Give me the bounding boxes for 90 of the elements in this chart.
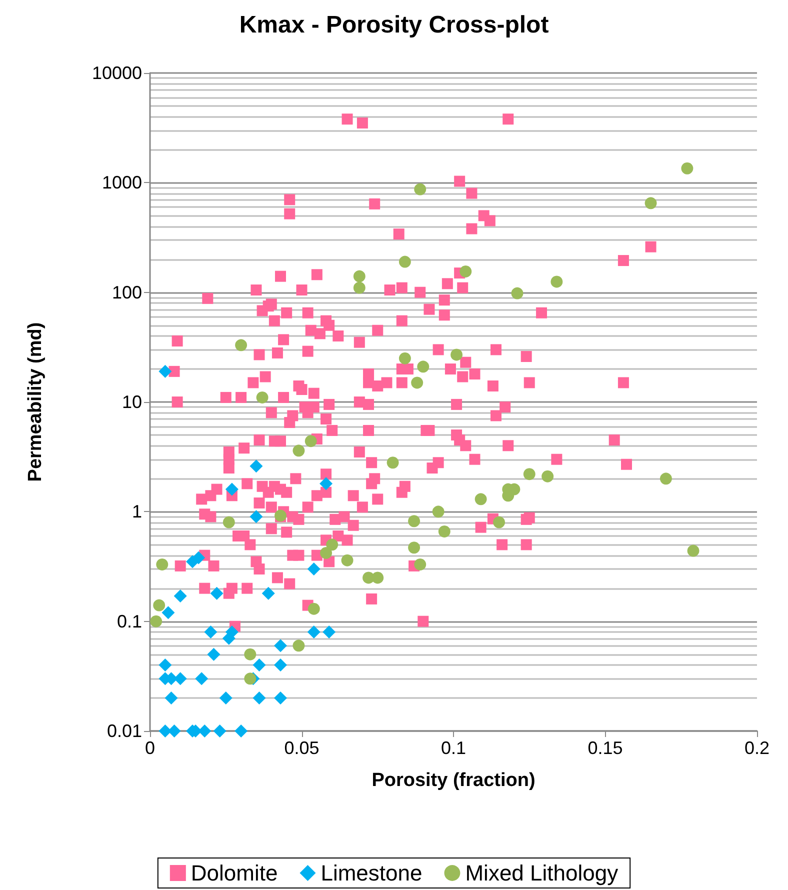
- point: [256, 391, 268, 404]
- point: [262, 586, 275, 600]
- point: [195, 672, 208, 686]
- point: [219, 691, 232, 704]
- point: [308, 602, 320, 615]
- point: [164, 691, 178, 704]
- point: [292, 640, 305, 652]
- y-axis-title: Permeability (md): [25, 322, 46, 482]
- y-tick-label: 10000: [92, 63, 142, 83]
- point: [550, 276, 563, 288]
- point: [274, 639, 288, 652]
- x-tick-label: 0: [144, 738, 156, 758]
- point: [542, 470, 554, 482]
- y-tick-label: 1: [132, 502, 142, 522]
- point: [198, 724, 212, 738]
- point: [408, 515, 420, 528]
- point: [398, 256, 411, 268]
- point: [204, 625, 218, 638]
- point: [158, 724, 172, 738]
- point: [174, 672, 187, 686]
- point: [307, 562, 320, 576]
- point: [207, 648, 220, 661]
- point: [432, 506, 444, 518]
- point: [250, 460, 263, 473]
- point: [234, 724, 248, 738]
- point: [168, 724, 181, 738]
- point: [386, 456, 399, 469]
- x-tick-label: 0.15: [588, 738, 623, 758]
- point: [414, 558, 426, 570]
- point: [274, 658, 288, 672]
- y-tick-label: 100: [112, 282, 142, 302]
- point: [153, 599, 166, 612]
- point: [213, 724, 226, 738]
- point: [150, 615, 162, 628]
- point: [292, 444, 305, 457]
- point: [493, 516, 506, 528]
- point: [417, 360, 430, 373]
- point: [320, 477, 333, 490]
- point: [687, 544, 700, 557]
- point: [210, 586, 224, 600]
- point: [474, 493, 487, 506]
- legend-label: Limestone: [320, 860, 422, 886]
- point: [326, 538, 338, 551]
- legend-label: Dolomite: [190, 860, 278, 886]
- point: [660, 472, 672, 485]
- point: [320, 546, 332, 559]
- point: [158, 658, 172, 672]
- point: [252, 658, 266, 672]
- point: [158, 364, 172, 378]
- legend-label: Mixed Lithology: [465, 860, 618, 886]
- point: [244, 648, 256, 660]
- point: [408, 542, 420, 554]
- point: [192, 551, 206, 564]
- point: [438, 525, 450, 538]
- point: [372, 572, 384, 584]
- point: [644, 197, 657, 210]
- point: [222, 632, 236, 645]
- point: [460, 265, 472, 278]
- x-tick-label: 0.05: [284, 738, 320, 758]
- point: [250, 510, 263, 524]
- x-tick-label: 0.1: [440, 738, 466, 758]
- point: [235, 339, 248, 352]
- y-tick-label: 0.01: [106, 721, 142, 741]
- point: [511, 287, 524, 300]
- point: [174, 590, 187, 603]
- point: [304, 435, 317, 448]
- point: [322, 625, 336, 638]
- point: [244, 672, 256, 685]
- y-tick-label: 1000: [102, 172, 142, 193]
- point: [225, 482, 238, 496]
- point: [341, 554, 354, 566]
- y-tick-label: 10: [122, 392, 142, 412]
- y-tick-label: 0.1: [116, 611, 142, 632]
- x-axis-title: Porosity (fraction): [372, 770, 536, 791]
- point: [414, 183, 426, 196]
- point: [156, 558, 168, 570]
- point: [450, 348, 463, 361]
- point: [398, 352, 411, 364]
- point: [681, 162, 694, 174]
- x-tick-label: 0.2: [744, 738, 770, 758]
- point: [307, 625, 320, 638]
- point: [162, 606, 175, 620]
- chart-title: Kmax - Porosity Cross-plot: [239, 12, 549, 38]
- point: [523, 468, 536, 480]
- point: [353, 282, 366, 294]
- point: [411, 376, 424, 389]
- point: [274, 691, 288, 704]
- point: [222, 516, 235, 528]
- point: [252, 691, 266, 704]
- point: [353, 270, 366, 282]
